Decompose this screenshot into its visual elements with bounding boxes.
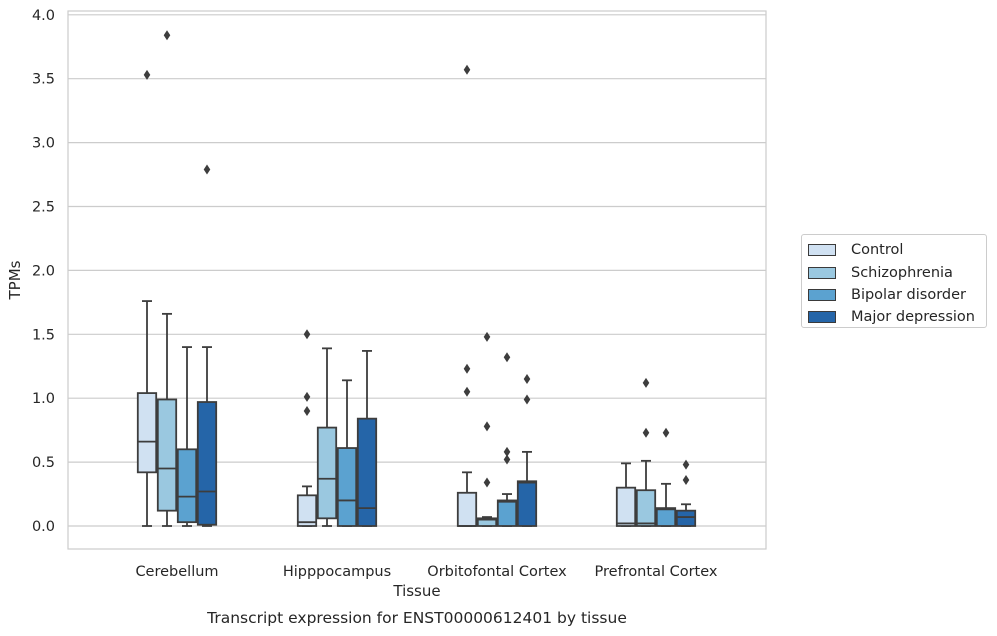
box-iqr [196,401,218,526]
box-group [476,331,498,527]
outlier-point [642,377,650,388]
y-tick-label: 2.0 [32,263,55,279]
outlier-point [483,421,491,432]
legend-swatch-control [808,244,836,257]
legend-swatch-bipolar-disorder [808,288,836,301]
box-group [516,374,538,527]
y-tick-label: 2.5 [32,200,55,216]
legend-label: Bipolar disorder [851,286,966,303]
outlier-point [503,446,511,457]
box-iqr [496,499,518,527]
box-group [655,427,677,527]
x-tick-label: Cerebellum [135,564,218,580]
outlier-point [163,30,171,41]
outlier-point [303,329,311,340]
box-group [196,164,218,527]
outlier-point [463,64,471,75]
legend-item-schizophrenia: Schizophrenia [808,261,986,283]
outlier-point [143,69,151,80]
y-tick-label: 3.0 [32,136,55,152]
outlier-point [662,427,670,438]
legend-label: Schizophrenia [851,264,953,281]
y-tick-label: 0.5 [32,455,55,471]
legend-item-control: Control [808,239,986,261]
box-group [496,352,518,527]
box-iqr [476,517,498,527]
outlier-point [682,474,690,485]
box-iqr [615,486,637,527]
outlier-point [642,427,650,438]
y-tick-label: 1.5 [32,327,55,343]
box-group [296,329,318,527]
y-tick-labels: 0.0 0.5 1.0 1.5 2.0 2.5 3.0 3.5 4.0 [32,8,55,535]
outlier-point [483,331,491,342]
x-tick-label: Orbitofontal Cortex [427,564,567,580]
box-group [316,347,338,527]
y-tick-label: 0.0 [32,519,55,535]
box-iqr [176,448,198,524]
box-iqr [635,489,657,527]
outlier-point [463,386,471,397]
chart-title: Transcript expression for ENST0000061240… [206,609,627,627]
outlier-point [503,454,511,465]
outlier-point [203,164,211,175]
box-iqr [296,494,318,527]
box-group [635,377,657,527]
legend: Control Schizophrenia Bipolar disorder M… [801,234,987,328]
box-iqr [516,480,538,527]
box-iqr [336,447,358,527]
outlier-point [303,405,311,416]
legend-item-major-depression: Major depression [808,306,986,328]
box-iqr [136,392,158,474]
outlier-point [523,374,531,385]
outlier-point [303,391,311,402]
x-axis-label: Tissue [392,582,440,600]
box-group [675,459,697,527]
box-group [156,30,178,527]
box-group [456,64,478,527]
box-group [336,379,358,527]
box-iqr [316,426,338,520]
box-iqr [356,417,378,527]
y-axis-label: TPMs [6,260,24,300]
boxes [136,30,697,527]
x-tick-label: Hipppocampus [283,564,391,580]
y-tick-label: 1.0 [32,391,55,407]
legend-swatch-major-depression [808,311,836,324]
x-tick-labels: Cerebellum Hipppocampus Orbitofontal Corte… [135,564,717,580]
box-iqr [156,398,178,512]
outlier-point [463,363,471,374]
box-group [356,350,378,527]
legend-swatch-schizophrenia [808,266,836,279]
plot-area-frame [67,10,767,550]
legend-item-bipolar-disorder: Bipolar disorder [808,284,986,306]
outlier-point [682,459,690,470]
box-iqr [675,509,697,527]
legend-label: Major depression [851,309,975,326]
box-group [136,69,158,527]
outlier-point [503,352,511,363]
y-tick-label: 4.0 [32,8,55,24]
box-iqr [456,491,478,527]
y-tick-label: 3.5 [32,72,55,88]
outlier-point [523,394,531,405]
x-tick-label: Prefrontal Cortex [595,564,718,580]
outlier-point [483,477,491,488]
box-group [176,346,198,527]
legend-label: Control [851,242,904,259]
box-iqr [655,507,677,527]
box-group [615,462,637,527]
